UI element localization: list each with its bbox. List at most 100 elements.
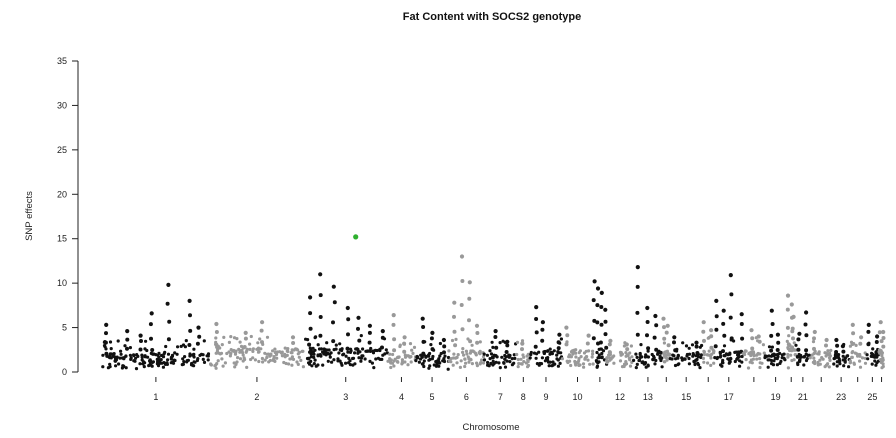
snp-point	[135, 353, 139, 357]
snp-point	[599, 347, 603, 351]
snp-point	[835, 360, 839, 364]
snp-point	[685, 354, 689, 358]
snp-point	[251, 347, 255, 351]
snp-point	[166, 352, 171, 356]
snp-point	[452, 352, 456, 356]
snp-point	[345, 346, 350, 351]
snp-point	[738, 359, 742, 363]
snp-point	[599, 322, 604, 327]
snp-point	[475, 331, 480, 335]
snp-point	[503, 365, 508, 369]
snp-point	[478, 362, 482, 366]
snp-point	[656, 352, 660, 356]
snp-point	[103, 340, 108, 345]
snp-point	[372, 366, 376, 370]
snp-point	[828, 358, 832, 362]
snp-point	[119, 349, 123, 353]
snp-point	[283, 346, 287, 350]
snp-point	[308, 311, 313, 316]
snp-point	[858, 341, 863, 346]
snp-point	[756, 334, 761, 339]
snp-point	[578, 349, 583, 353]
snp-point	[603, 332, 608, 337]
snp-point	[290, 357, 294, 361]
snp-point	[215, 362, 219, 366]
snp-point	[696, 361, 700, 365]
snp-point	[498, 341, 502, 345]
snp-point	[464, 349, 468, 353]
snp-point	[856, 354, 860, 358]
snp-point	[842, 364, 846, 368]
snp-point	[346, 350, 350, 354]
snp-point	[540, 338, 545, 343]
snp-point	[474, 353, 478, 357]
snp-point	[380, 335, 385, 340]
snp-point	[645, 305, 650, 311]
snp-point	[165, 301, 170, 306]
snp-point	[265, 355, 269, 360]
snp-point	[590, 355, 594, 359]
snp-point	[164, 344, 168, 349]
x-tick-label: 10	[572, 392, 582, 402]
snp-point	[192, 347, 196, 351]
snp-point	[873, 359, 877, 363]
snp-point	[515, 340, 520, 344]
snp-point	[699, 355, 703, 360]
snp-point	[493, 329, 498, 334]
snp-point	[282, 360, 286, 365]
snp-point	[850, 351, 854, 355]
x-tick-label: 21	[798, 392, 808, 402]
snp-point	[374, 357, 378, 361]
snp-point	[691, 352, 695, 356]
snp-point	[390, 361, 394, 365]
snp-point	[644, 354, 649, 359]
snp-point	[430, 330, 435, 335]
snp-point	[546, 356, 550, 360]
snp-point	[101, 353, 105, 357]
snp-point	[192, 360, 196, 364]
snp-point	[797, 352, 801, 357]
snp-point	[559, 351, 563, 355]
snp-point	[841, 349, 846, 354]
snp-point	[243, 330, 248, 335]
y-axis: 0 5 10 15 20 25 30 35	[57, 56, 79, 377]
snp-point	[718, 355, 723, 359]
snp-point	[706, 361, 710, 365]
snp-point	[870, 351, 874, 355]
snp-point	[816, 363, 820, 367]
snp-point	[430, 347, 435, 352]
snp-point	[364, 349, 368, 353]
snp-point	[267, 360, 271, 364]
snp-point	[592, 279, 597, 284]
snp-point	[740, 336, 745, 341]
snp-point	[248, 347, 252, 351]
snp-point	[558, 361, 562, 365]
snp-point	[770, 362, 774, 366]
snp-point	[467, 360, 471, 364]
snp-point	[500, 355, 504, 359]
snp-point	[296, 362, 300, 366]
snp-point	[103, 345, 107, 349]
snp-point	[344, 354, 348, 358]
snp-point	[578, 363, 582, 367]
snp-point	[466, 355, 470, 359]
snp-point	[840, 344, 846, 349]
snp-point	[706, 336, 710, 340]
snp-point	[555, 357, 559, 361]
snp-point	[290, 351, 294, 355]
snp-point	[591, 362, 595, 366]
snp-point	[739, 312, 744, 317]
snp-point	[242, 345, 247, 349]
snp-point	[810, 353, 814, 357]
snp-point	[459, 359, 463, 363]
snp-point	[785, 339, 789, 343]
snp-point	[490, 340, 494, 344]
snp-point	[652, 335, 657, 340]
snp-point	[411, 351, 415, 355]
snp-point	[331, 320, 335, 325]
snp-point	[866, 342, 871, 347]
snp-point	[306, 338, 310, 342]
snp-point	[459, 303, 464, 307]
snp-point	[713, 344, 718, 349]
snp-point	[834, 350, 839, 354]
